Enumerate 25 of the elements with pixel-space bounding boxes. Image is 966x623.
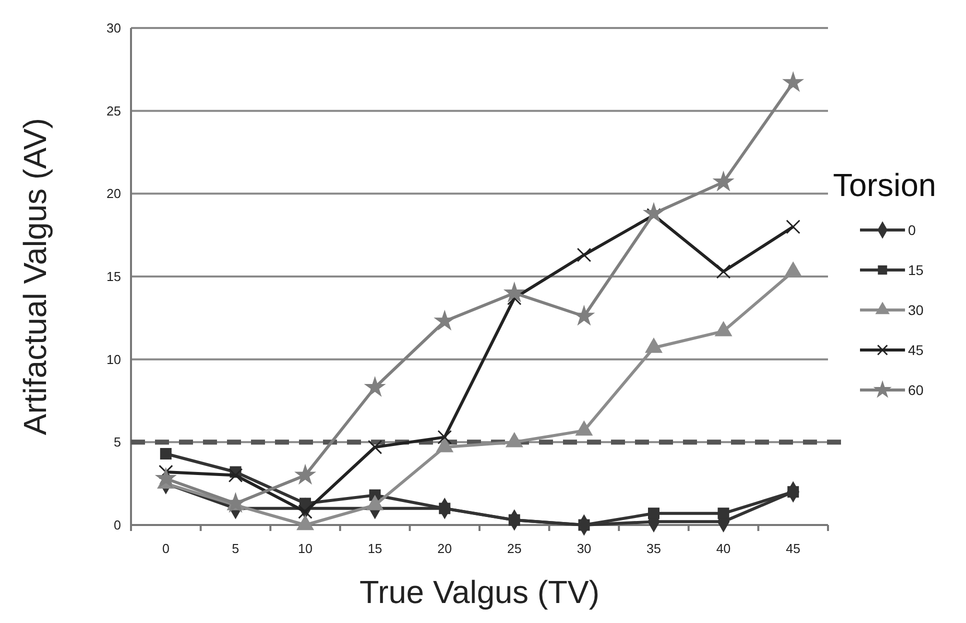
legend-title: Torsion <box>833 167 936 203</box>
x-tick-label: 10 <box>298 541 312 556</box>
y-tick-label: 25 <box>106 103 121 118</box>
y-tick-label: 15 <box>106 269 121 284</box>
x-tick-label: 0 <box>162 541 170 556</box>
x-tick-label: 20 <box>437 541 452 556</box>
y-tick-label: 5 <box>114 434 121 450</box>
legend-label: 45 <box>908 342 924 358</box>
x-tick-label: 5 <box>232 541 240 556</box>
x-tick-label: 45 <box>786 541 800 556</box>
y-tick-label: 0 <box>114 518 121 533</box>
y-tick-label: 30 <box>106 20 121 36</box>
x-tick-label: 25 <box>507 541 522 556</box>
x-axis-title: True Valgus (TV) <box>359 574 600 610</box>
y-tick-label: 20 <box>106 186 121 202</box>
x-tick-label: 15 <box>368 541 382 556</box>
x-tick-label: 30 <box>576 541 592 556</box>
legend-label: 60 <box>908 382 924 398</box>
legend-label: 30 <box>908 302 924 318</box>
y-tick-label: 10 <box>106 352 121 367</box>
legend-label: 15 <box>908 262 924 278</box>
y-axis-title: Artifactual Valgus (AV) <box>17 118 53 436</box>
legend-label: 0 <box>908 222 916 238</box>
x-tick-label: 35 <box>646 541 661 556</box>
x-tick-label: 40 <box>716 541 731 556</box>
